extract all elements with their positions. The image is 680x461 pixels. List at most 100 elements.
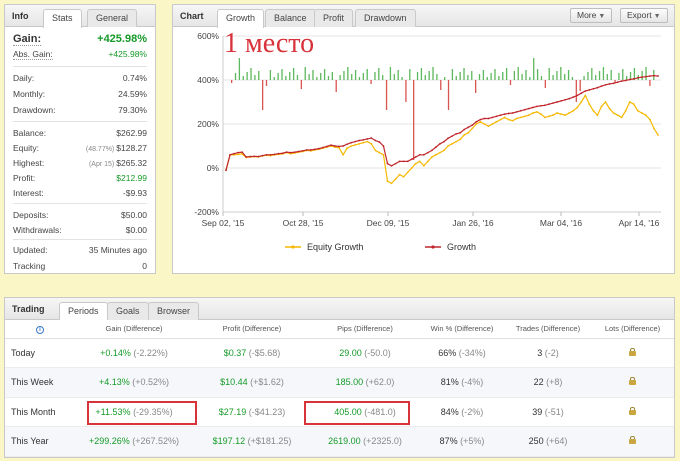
daily-bar [629, 72, 632, 80]
tab-balance[interactable]: Balance [265, 9, 316, 27]
growth-point [608, 83, 611, 85]
info-icon[interactable]: i [36, 325, 44, 334]
trades-cell: 250 (+64) [505, 426, 591, 457]
equity-growth-point [560, 113, 563, 115]
gain-value: +425.98% [97, 33, 147, 45]
header-profit[interactable]: Profit (Difference) [193, 320, 311, 339]
equity-growth-point [378, 151, 381, 154]
daily-bar [560, 67, 562, 80]
daily-bar [281, 69, 283, 80]
daily-bar [614, 80, 616, 83]
header-lots[interactable]: Lots (Difference) [591, 320, 674, 339]
lots-cell [591, 338, 674, 368]
growth-point [398, 160, 401, 163]
daily-bar [606, 74, 608, 80]
pips-value: 185.00 [335, 377, 364, 388]
more-button[interactable]: More ▼ [570, 8, 613, 23]
growth-point [334, 145, 336, 147]
equity-label: Equity: [13, 143, 39, 153]
gain-value: +299.26% [88, 436, 130, 447]
daily-bar [540, 76, 543, 80]
daily-bar [424, 75, 426, 80]
tab-periods[interactable]: Periods [59, 302, 108, 321]
daily-bar [494, 69, 496, 80]
pips-cell: 185.00 (+62.0) [311, 367, 419, 398]
tab-stats[interactable]: Stats [43, 9, 82, 28]
growth-point [237, 151, 240, 154]
abs-gain-label[interactable]: Abs. Gain: [13, 49, 53, 60]
growth-point [572, 96, 575, 99]
profit-value: $10.44 [220, 377, 248, 388]
lock-icon[interactable] [629, 377, 636, 386]
table-header-row: i Gain (Difference) Profit (Difference) … [5, 320, 674, 339]
daily-bar [517, 67, 519, 80]
equity-growth-point [354, 144, 357, 146]
growth-point [515, 111, 518, 113]
equity-growth-point [406, 171, 409, 174]
lock-icon[interactable] [629, 347, 636, 356]
daily-bar [242, 76, 244, 80]
header-gain[interactable]: Gain (Difference) [75, 320, 193, 339]
equity-growth-point [600, 105, 603, 108]
growth-point [386, 162, 389, 165]
growth-point [527, 107, 530, 110]
tab-growth[interactable]: Growth [217, 9, 265, 28]
growth-point [370, 137, 373, 139]
growth-point [592, 87, 595, 90]
growth-point [350, 141, 353, 144]
daily-bar [362, 73, 364, 80]
table-row: This Year +299.26% (+267.52%) $197.12 (+$1… [5, 426, 674, 457]
growth-point [600, 85, 603, 88]
header-win[interactable]: Win % (Difference) [419, 320, 505, 339]
daily-bar [265, 80, 268, 86]
equity-growth-point [495, 120, 498, 123]
updated-value: 35 Minutes ago [88, 245, 147, 255]
win-diff: (+5%) [460, 436, 485, 447]
tab-drawdown[interactable]: Drawdown [355, 9, 416, 27]
equity-growth-point [544, 116, 546, 119]
abs-gain-row: Abs. Gain: +425.98% [13, 49, 147, 61]
tracking-label[interactable]: Tracking [13, 261, 46, 271]
tab-browser[interactable]: Browser [148, 302, 200, 320]
lock-icon[interactable] [629, 406, 636, 415]
export-button[interactable]: Export ▼ [620, 8, 668, 23]
gain-label[interactable]: Gain: [13, 33, 42, 46]
daily-bar [339, 75, 341, 80]
daily-bar [529, 77, 531, 80]
daily-bar [602, 67, 605, 80]
equity-growth-point [342, 153, 344, 156]
periods-table: i Gain (Difference) Profit (Difference) … [5, 320, 674, 457]
daily-bar [455, 76, 457, 80]
header-pips[interactable]: Pips (Difference) [311, 320, 419, 339]
header-trades[interactable]: Trades (Difference) [505, 320, 591, 339]
lots-cell [591, 426, 674, 457]
growth-point [402, 160, 405, 163]
abs-gain-value: +425.98% [108, 49, 147, 59]
win-cell: 66% (-34%) [419, 338, 505, 368]
equity-growth-point [382, 153, 385, 156]
daily-bar [575, 80, 577, 102]
equity-growth-point [596, 114, 599, 117]
daily-bar [420, 68, 423, 80]
equity-growth-point [237, 153, 240, 156]
daily-bar [312, 70, 314, 80]
equity-growth-point [362, 141, 365, 144]
growth-point [257, 155, 260, 158]
pips-diff: (+62.0) [365, 377, 395, 388]
daily-bar [490, 73, 492, 80]
chart-panel-header: Chart Growth Balance Profit Drawdown Mor… [173, 5, 674, 28]
daily-bar [316, 77, 318, 80]
tab-general[interactable]: General [87, 9, 138, 27]
legend-marker [291, 245, 295, 249]
equity-growth-point [531, 112, 534, 114]
period-cell: Today [5, 338, 75, 368]
daily-bar [331, 72, 333, 80]
tab-goals[interactable]: Goals [107, 302, 149, 320]
growth-point [326, 145, 328, 148]
chart-panel: Chart Growth Balance Profit Drawdown Mor… [172, 4, 675, 274]
growth-point [487, 117, 490, 120]
tab-profit[interactable]: Profit [314, 9, 354, 27]
daily-bar [564, 74, 566, 80]
lock-icon[interactable] [629, 436, 636, 445]
daily-bar [451, 69, 454, 80]
